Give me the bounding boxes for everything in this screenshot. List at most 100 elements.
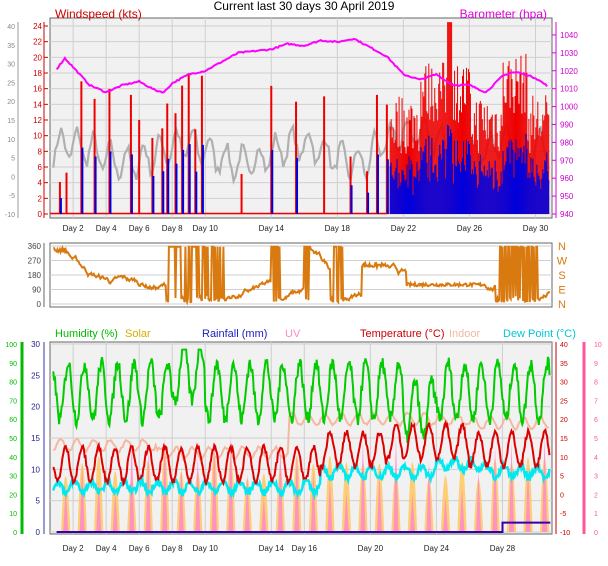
wind-x-tick-label: Day 26	[457, 224, 483, 233]
humidity-tick-label: 80	[9, 380, 17, 387]
windspeed-tick-label: 8	[38, 147, 43, 156]
barometer-tick-label: 1030	[560, 49, 578, 58]
temperature-tick-label: 0	[560, 492, 564, 499]
rainfall-series	[56, 521, 551, 533]
temperature-tick-label: 20	[560, 417, 568, 424]
uv-tick-label: 9	[594, 361, 598, 368]
temp-x-axis: Day 2 Day 4 Day 6 Day 8 Day 10 Day 14 Day 16 Da…	[63, 544, 516, 553]
uv-tick-label: 7	[594, 398, 598, 405]
temperature-tick-label: 25	[560, 398, 568, 405]
windspeed-tick-label: 14	[33, 100, 42, 109]
windspeed-tick-label: 2	[38, 194, 43, 203]
uv-tick-label: 8	[594, 380, 598, 387]
humidity-tick-label: 20	[9, 492, 17, 499]
temp-scale-tick-label: -5	[9, 193, 15, 200]
windspeed-tick-label: 16	[33, 85, 42, 94]
temp-scale-tick-label: 25	[7, 80, 15, 87]
legend-uv: UV	[285, 328, 301, 340]
windspeed-tick-label: 22	[33, 38, 42, 47]
uv-daily-mark	[509, 442, 515, 532]
temp-scale-tick-label: 35	[7, 43, 15, 50]
temperature-tick-label: 5	[560, 474, 564, 481]
humidity-tick-label: 0	[13, 530, 17, 537]
temperature-tick-label: -5	[560, 511, 566, 518]
uv-daily-mark	[244, 473, 250, 532]
legend-dewpoint: Dew Point (°C)	[503, 328, 576, 340]
temp-x-tick-label: Day 28	[490, 544, 516, 553]
uv-daily-mark	[459, 487, 465, 532]
barometer-line	[55, 37, 548, 94]
temp-x-tick-label: Day 24	[424, 544, 450, 553]
windspeed-tick-label: 12	[33, 116, 42, 125]
direction-compass-label: S	[558, 270, 565, 282]
uv-tick-label: 1	[594, 511, 598, 518]
humidity-line	[52, 348, 551, 444]
temp-x-tick-label: Day 16	[292, 544, 318, 553]
uv-daily-mark	[426, 460, 432, 532]
direction-compass-label: E	[558, 285, 565, 297]
humidity-tick-label: 100	[5, 342, 17, 349]
temp-scale-tick-label: 20	[7, 99, 15, 106]
wind-x-tick-label: Day 6	[129, 224, 150, 233]
wind-x-tick-label: Day 2	[63, 224, 84, 233]
temp-x-tick-label: Day 20	[358, 544, 384, 553]
temp-x-tick-label: Day 8	[162, 544, 183, 553]
rainfall-axis: 30 25 20 15 10 5 0	[31, 340, 45, 537]
humidity-tick-label: 90	[9, 361, 17, 368]
barometer-tick-label: 950	[560, 192, 574, 201]
rainfall-tick-label: 20	[31, 403, 40, 412]
temp-scale-tick-label: 5	[11, 156, 15, 163]
legend-indoor: Indoor	[449, 328, 481, 340]
uv-tick-label: 6	[594, 417, 598, 424]
uv-daily-mark	[63, 486, 69, 532]
indoor-temperature-line	[52, 410, 549, 462]
temperature-tick-label: 15	[560, 436, 568, 443]
temperature-tick-label: 10	[560, 455, 568, 462]
temp-x-tick-label: Day 2	[63, 544, 84, 553]
uv-tick-label: 2	[594, 492, 598, 499]
temp-legend: Humidity (%) Solar Rainfall (mm) UV Temp…	[55, 328, 576, 340]
dew-point-line	[52, 455, 551, 501]
windspeed-tick-label: 24	[33, 22, 42, 31]
temp-scale-tick-label: 15	[7, 118, 15, 125]
direction-degree-label: 360	[28, 242, 42, 251]
temp-scale-tick-label: -10	[5, 212, 15, 219]
direction-degree-label: 180	[28, 271, 42, 280]
barometer-axis: 1040 1030 1020 1010 1000 990 980 970 960 950 940	[552, 22, 578, 219]
uv-daily-mark	[492, 445, 498, 532]
uv-daily-mark	[393, 438, 399, 532]
wind-x-tick-label: Day 8	[162, 224, 183, 233]
uv-daily-mark	[96, 480, 102, 532]
wind-x-tick-label: Day 18	[325, 224, 351, 233]
windspeed-label: Windspeed (kts)	[55, 7, 142, 21]
wind-x-axis: Day 2 Day 4 Day 6 Day 8 Day 10 Day 14 Day 18 Da…	[63, 224, 549, 233]
uv-daily-mark	[360, 442, 366, 532]
humidity-tick-label: 40	[9, 455, 17, 462]
uv-daily-mark	[277, 442, 283, 532]
wind-x-tick-label: Day 10	[193, 224, 219, 233]
windspeed-tick-label: 0	[38, 210, 43, 219]
uv-series	[63, 433, 548, 532]
windspeed-tick-label: 10	[33, 132, 42, 141]
direction-compass-label: N	[558, 299, 566, 311]
barometer-tick-label: 1010	[560, 85, 578, 94]
uv-daily-mark	[409, 492, 415, 532]
humidity-tick-label: 10	[9, 511, 17, 518]
rainfall-tick-label: 30	[31, 340, 40, 349]
rainfall-tick-label: 10	[31, 465, 40, 474]
legend-solar: Solar	[125, 328, 151, 340]
uv-daily-mark	[79, 462, 85, 532]
temperature-axis: 40 35 30 25 20 15 10 5 0 -5 -10	[555, 342, 570, 537]
temperature-line	[52, 419, 551, 488]
uv-daily-mark	[476, 469, 481, 532]
temp-scale-tick-label: 30	[7, 62, 15, 69]
temp-x-tick-label: Day 10	[193, 544, 219, 553]
wind-series-group	[50, 22, 550, 215]
uv-tick-label: 4	[594, 455, 598, 462]
wind-x-tick-label: Day 30	[523, 224, 549, 233]
legend-temperature: Temperature (°C)	[360, 328, 444, 340]
temp-x-tick-label: Day 14	[259, 544, 285, 553]
